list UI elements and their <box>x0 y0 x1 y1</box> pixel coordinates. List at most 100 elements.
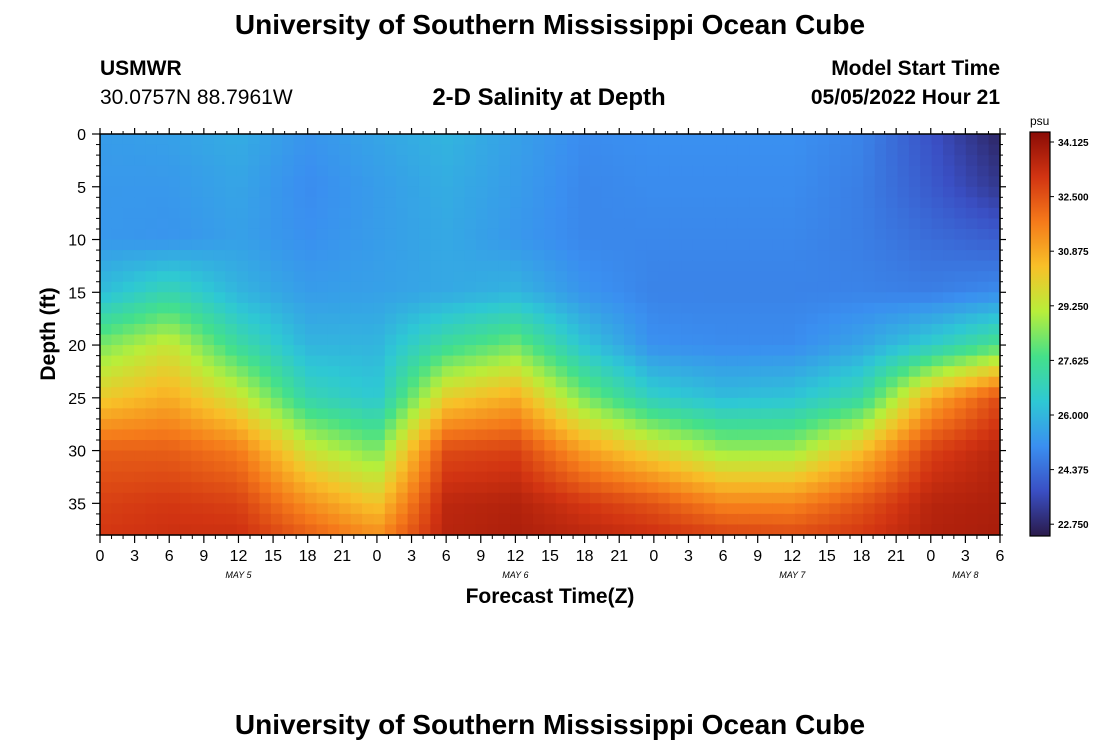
heatmap-cell <box>156 418 169 431</box>
heatmap-cell <box>715 323 728 336</box>
heatmap-cell <box>715 155 728 167</box>
heatmap-cell <box>863 418 876 431</box>
heatmap-cell <box>806 366 819 378</box>
heatmap-cell <box>111 376 124 388</box>
heatmap-cell <box>760 228 773 241</box>
heatmap-cell <box>703 207 716 220</box>
heatmap-cell <box>749 387 762 399</box>
heatmap-cell <box>772 218 785 230</box>
heatmap-cell <box>772 207 785 220</box>
heatmap-cell <box>407 503 420 515</box>
heatmap-cell <box>532 418 545 431</box>
heatmap-cell <box>988 418 1001 431</box>
heatmap-cell <box>783 176 796 188</box>
heatmap-cell <box>316 313 329 325</box>
heatmap-cell <box>510 524 523 536</box>
heatmap-cell <box>920 492 933 504</box>
heatmap-cell <box>943 440 956 452</box>
heatmap-cell <box>236 176 249 188</box>
heatmap-cell <box>464 302 477 314</box>
heatmap-cell <box>760 302 773 314</box>
heatmap-cell <box>646 461 659 473</box>
heatmap-cell <box>498 418 511 431</box>
heatmap-cell <box>339 450 352 462</box>
heatmap-cell <box>840 387 853 399</box>
heatmap-cell <box>305 197 318 209</box>
heatmap-cell <box>681 471 693 483</box>
heatmap-cell <box>305 334 318 346</box>
heatmap-cell <box>350 397 363 409</box>
heatmap-cell <box>669 197 682 209</box>
heatmap-cell <box>327 355 340 367</box>
heatmap-cell <box>282 197 295 209</box>
heatmap-cell <box>851 355 864 367</box>
heatmap-cell <box>100 260 112 272</box>
heatmap-cell <box>794 397 807 409</box>
heatmap-cell <box>259 281 272 293</box>
heatmap-cell <box>715 482 728 494</box>
heatmap-cell <box>737 271 750 283</box>
heatmap-cell <box>658 260 671 272</box>
heatmap-cell <box>851 260 864 272</box>
heatmap-cell <box>567 334 580 346</box>
heatmap-cell <box>122 281 135 293</box>
heatmap-cell <box>589 461 602 473</box>
heatmap-cell <box>658 323 671 336</box>
heatmap-cell <box>362 207 375 220</box>
heatmap-cell <box>851 471 864 483</box>
heatmap-cell <box>589 429 602 441</box>
heatmap-cell <box>897 461 910 473</box>
heatmap-cell <box>681 524 693 536</box>
heatmap-cell <box>624 239 637 251</box>
heatmap-cell <box>464 218 477 230</box>
heatmap-cell <box>829 239 842 251</box>
heatmap-cell <box>225 239 238 251</box>
heatmap-cell <box>783 461 796 473</box>
heatmap-cell <box>282 461 295 473</box>
heatmap-cell <box>510 345 523 357</box>
heatmap-cell <box>646 503 659 515</box>
heatmap-cell <box>316 218 329 230</box>
heatmap-cell <box>202 492 215 504</box>
heatmap-cell <box>248 228 261 241</box>
heatmap-cell <box>498 408 511 420</box>
heatmap-cell <box>737 450 750 462</box>
heatmap-cell <box>886 176 899 188</box>
heatmap-cell <box>407 418 420 431</box>
heatmap-cell <box>897 155 910 167</box>
heatmap-cell <box>179 239 192 251</box>
heatmap-cell <box>236 366 249 378</box>
heatmap-cell <box>567 323 580 336</box>
heatmap-cell <box>988 197 1001 209</box>
heatmap-cell <box>601 260 614 272</box>
heatmap-cell <box>521 165 534 177</box>
heatmap-cell <box>430 450 443 462</box>
heatmap-cell <box>487 461 500 473</box>
heatmap-cell <box>373 302 386 314</box>
heatmap-cell <box>578 165 591 177</box>
heatmap-cell <box>681 165 693 177</box>
heatmap-cell <box>886 524 899 536</box>
heatmap-cell <box>544 397 557 409</box>
heatmap-cell <box>601 144 614 156</box>
heatmap-cell <box>179 302 192 314</box>
heatmap-cell <box>305 513 318 526</box>
heatmap-cell <box>567 513 580 526</box>
heatmap-cell <box>145 323 158 336</box>
heatmap-cell <box>213 524 226 536</box>
heatmap-cell <box>681 271 693 283</box>
heatmap-cell <box>544 207 557 220</box>
heatmap-cell <box>191 513 204 526</box>
heatmap-cell <box>259 429 272 441</box>
heatmap-cell <box>384 165 397 177</box>
heatmap-cell <box>293 524 306 536</box>
heatmap-cell <box>703 503 716 515</box>
heatmap-cell <box>532 250 545 262</box>
x-tick-label: 21 <box>887 548 905 565</box>
heatmap-cell <box>943 345 956 357</box>
heatmap-cell <box>624 492 637 504</box>
heatmap-cell <box>134 207 147 220</box>
heatmap-cell <box>715 207 728 220</box>
heatmap-cell <box>532 366 545 378</box>
heatmap-cell <box>384 345 397 357</box>
